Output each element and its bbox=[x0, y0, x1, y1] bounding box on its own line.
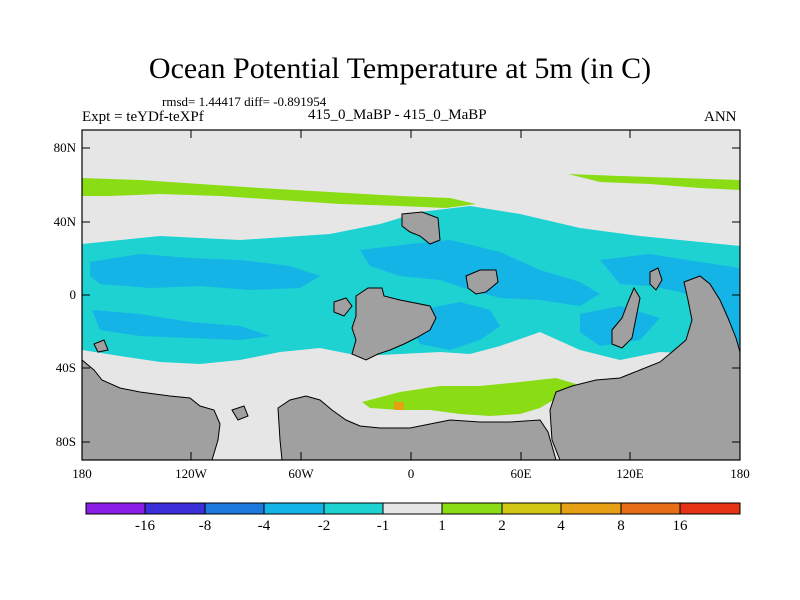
lon-label-0: 0 bbox=[407, 466, 415, 481]
land-south-america bbox=[351, 287, 437, 361]
season-label: ANN bbox=[704, 109, 737, 125]
land-north-america-island bbox=[401, 211, 441, 245]
colorbar-box-10 bbox=[620, 502, 681, 515]
colorbar-box-4 bbox=[263, 502, 325, 515]
colorbar-box-11 bbox=[679, 502, 741, 515]
colorbar-label-3: -4 bbox=[257, 518, 271, 534]
colorbar-label-9: 8 bbox=[617, 518, 625, 534]
colorbar-box-8 bbox=[501, 502, 562, 515]
colorbar-label-5: -1 bbox=[376, 518, 390, 534]
warming-band-north-west bbox=[82, 178, 476, 208]
lat-ticks bbox=[82, 147, 740, 443]
lat-label-80s: 80S bbox=[55, 434, 76, 449]
warming-spot-orange bbox=[394, 402, 404, 410]
colorbar-box-6 bbox=[382, 502, 443, 515]
land-small-islands-south bbox=[231, 405, 249, 421]
lat-label-40s: 40S bbox=[55, 360, 76, 375]
cooling-band-light bbox=[82, 206, 740, 364]
land-africa-like bbox=[465, 269, 499, 295]
colorbar-label-1: -16 bbox=[135, 518, 155, 534]
colorbar-box-7 bbox=[441, 502, 503, 515]
colorbar-box-3 bbox=[204, 502, 265, 515]
cooling-patch-west bbox=[90, 254, 320, 290]
lon-label-60w: 60W bbox=[288, 466, 314, 481]
lat-label-40n: 40N bbox=[53, 214, 76, 229]
experiment-label: Expt = teYDf-teXPf bbox=[82, 109, 204, 125]
page-title: Ocean Potential Temperature at 5m (in C) bbox=[148, 52, 652, 85]
colorbar-box-2 bbox=[144, 502, 206, 515]
lon-label-180e: 180 bbox=[730, 466, 750, 481]
land-east-islet bbox=[649, 267, 663, 291]
land-small-islands-west bbox=[333, 297, 353, 317]
colorbar-label-8: 4 bbox=[557, 518, 565, 534]
colorbar-label-10: 16 bbox=[672, 518, 688, 534]
colorbar-box-1 bbox=[85, 502, 146, 515]
colorbar-label-6: 1 bbox=[438, 518, 446, 534]
lon-label-120e: 120E bbox=[616, 466, 644, 481]
warming-band-south bbox=[362, 378, 576, 416]
cooling-patch-west-south bbox=[92, 310, 270, 340]
colorbar-box-9 bbox=[560, 502, 622, 515]
map-panel bbox=[81, 129, 741, 461]
land-small-islands-nw bbox=[93, 339, 109, 353]
lat-label-80n: 80N bbox=[53, 140, 76, 155]
colorbar bbox=[85, 502, 741, 515]
stats-line: rmsd= 1.44417 diff= -0.891954 bbox=[162, 94, 327, 109]
lon-ticks bbox=[81, 130, 741, 460]
colorbar-box-5 bbox=[323, 502, 384, 515]
lat-label-0: 0 bbox=[69, 287, 77, 302]
lon-label-60e: 60E bbox=[510, 466, 532, 481]
land-southwest bbox=[81, 358, 221, 461]
colorbar-label-4: -2 bbox=[317, 518, 331, 534]
period-label: 415_0_MaBP - 415_0_MaBP bbox=[308, 107, 487, 123]
colorbar-label-2: -8 bbox=[198, 518, 212, 534]
land-east-finger bbox=[611, 286, 641, 349]
land-east-continent bbox=[549, 275, 741, 461]
warming-band-north-east bbox=[568, 174, 740, 190]
lon-label-180w: 180 bbox=[72, 466, 92, 481]
lon-label-120w: 120W bbox=[175, 466, 207, 481]
colorbar-label-7: 2 bbox=[498, 518, 506, 534]
